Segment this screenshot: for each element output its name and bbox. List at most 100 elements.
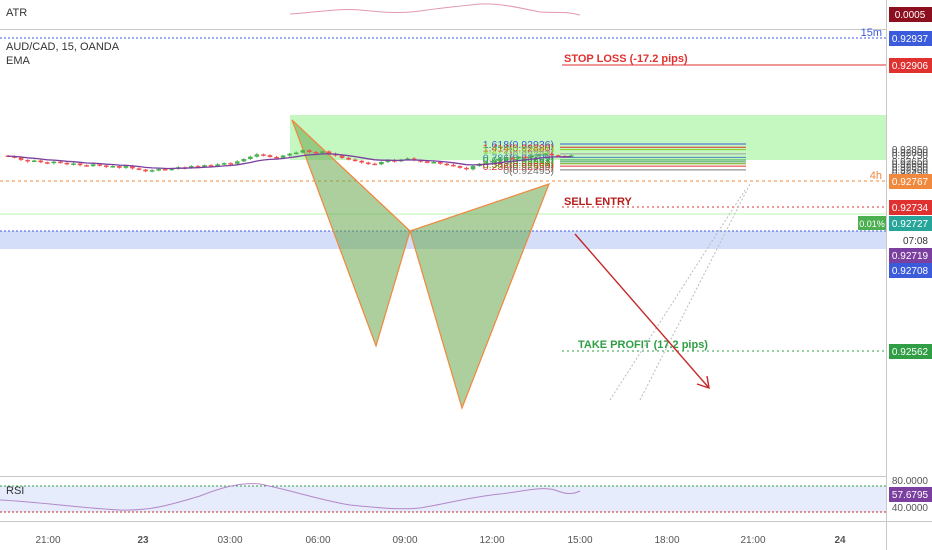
stop-loss-label: STOP LOSS (-17.2 pips)	[564, 53, 688, 65]
tag-fib-786: 0.92708	[892, 266, 929, 277]
tag-stop-loss: 0.92906	[892, 61, 929, 72]
ema-line	[7, 153, 572, 170]
tag-4h: 0.92767	[892, 177, 929, 188]
candle-body	[143, 169, 148, 172]
candle-body	[451, 164, 456, 167]
candle-body	[110, 166, 116, 168]
fib-label: 1.414(0.92880)	[483, 142, 554, 154]
price-tick-label: 0.92850	[892, 145, 929, 156]
candle-body	[536, 154, 541, 156]
candle-body	[431, 161, 437, 164]
candle-body	[136, 168, 142, 170]
candle-body	[405, 158, 410, 160]
candle-body	[516, 156, 522, 159]
symbol-title: AUD/CAD, 15, OANDA	[6, 41, 120, 53]
candle-body	[64, 162, 70, 165]
candle-body	[470, 166, 476, 170]
time-tick-label: 23	[137, 535, 149, 546]
ema-label: EMA	[6, 55, 31, 67]
candle-body	[542, 153, 548, 156]
candle-body	[320, 151, 325, 153]
atr-label: ATR	[6, 7, 27, 19]
candle-body	[307, 150, 312, 152]
fib-label: 0.236(0.92559)	[483, 161, 554, 173]
target-zone	[290, 115, 886, 160]
candle-body	[464, 167, 469, 170]
rsi-level-40: 40.0000	[892, 503, 929, 514]
candle-body	[457, 166, 463, 168]
time-tick-label: 03:00	[217, 535, 242, 546]
take-profit-label: TAKE PROFIT (17.2 pips)	[578, 339, 708, 351]
candle-body	[411, 158, 417, 161]
candle-body	[569, 155, 574, 158]
tag-take-profit: 0.92562	[892, 347, 929, 358]
candle-body	[267, 155, 273, 157]
candle-body	[195, 166, 201, 168]
candle-body	[51, 161, 57, 164]
price-tick-label: 0.92750	[892, 151, 929, 162]
tag-sell-entry: 0.92734	[892, 203, 929, 214]
candle-body	[221, 163, 227, 165]
candle-body	[490, 160, 495, 163]
candle-body	[103, 165, 109, 167]
candle-body	[523, 156, 528, 159]
rsi-band	[0, 486, 886, 512]
candle-body	[228, 163, 233, 165]
candle-body	[97, 164, 102, 166]
candle-body	[58, 161, 63, 164]
candle-body	[169, 168, 175, 171]
candle-body	[130, 166, 135, 169]
tag-current-price: 0.92727	[892, 219, 929, 230]
countdown: 07:08	[903, 236, 928, 247]
candle-body	[45, 162, 50, 164]
candle-body	[359, 160, 364, 163]
candle-body	[261, 154, 266, 156]
candle-body	[280, 155, 286, 158]
candle-body	[156, 168, 161, 171]
candle-body	[149, 170, 155, 172]
candle-body	[234, 161, 240, 164]
candle-body	[162, 168, 168, 171]
candle-body	[18, 157, 24, 160]
candle-body	[352, 159, 358, 162]
candle-body	[189, 166, 194, 169]
candle-body	[123, 166, 129, 168]
candle-body	[31, 160, 37, 162]
price-tick-label: 0.92500	[892, 166, 929, 177]
fib-label: 0(0.92495)	[503, 165, 554, 177]
candle-body	[339, 155, 345, 158]
candle-body	[84, 165, 89, 167]
sell-arrow	[574, 233, 710, 390]
sell-entry-label: SELL ENTRY	[564, 196, 633, 208]
candle-body	[254, 154, 260, 157]
candle-body	[215, 164, 220, 167]
candle-body	[496, 159, 502, 161]
candle-body	[326, 151, 332, 154]
atr-line	[289, 3, 581, 16]
rsi-label: RSI	[6, 485, 24, 497]
fib-label: 0.5(0.92631)	[494, 157, 554, 169]
candle-body	[346, 157, 351, 160]
time-tick-label: 06:00	[305, 535, 330, 546]
rsi-level-80: 80.0000	[892, 476, 929, 487]
time-tick-label: 24	[834, 535, 846, 546]
candle-body	[287, 153, 292, 156]
candle-body	[77, 163, 83, 166]
price-tick-label: 0.92600	[892, 160, 929, 171]
candle-body	[71, 163, 76, 165]
candle-body	[208, 165, 214, 167]
time-tick-label: 18:00	[654, 535, 679, 546]
candle-body	[510, 157, 515, 160]
candle-body	[385, 160, 391, 162]
time-axis: 21:00 23 03:00 06:00 09:00 12:00 15:00 18:00 21:…	[35, 535, 846, 546]
price-tick-label: 0.92800	[892, 148, 929, 159]
time-tick-label: 21:00	[740, 535, 765, 546]
timeframe-4h: 4h	[870, 170, 882, 182]
candle-body	[444, 163, 450, 166]
candle-body	[503, 157, 509, 160]
candle-body	[313, 152, 319, 154]
price-tick-label: 0.92650	[892, 157, 929, 168]
candle-body	[379, 161, 384, 165]
time-tick-label: 15:00	[567, 535, 592, 546]
